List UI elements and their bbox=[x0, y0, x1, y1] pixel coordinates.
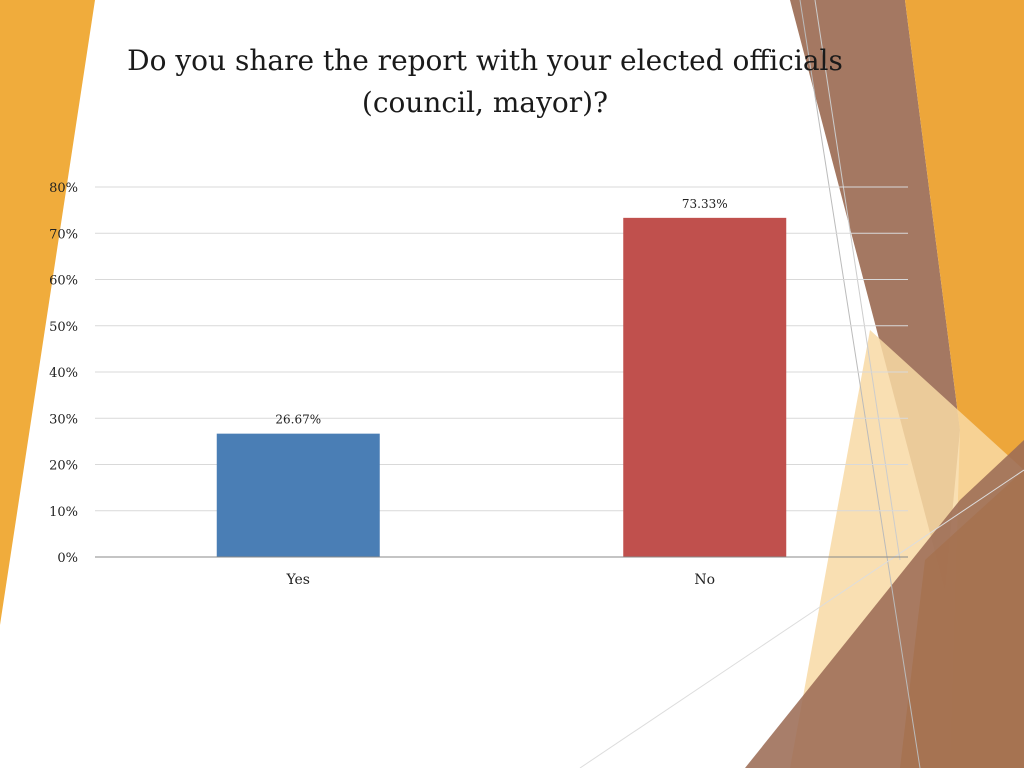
bar-yes bbox=[216, 433, 380, 557]
decor-line-1 bbox=[799, 0, 921, 768]
y-tick-label: 0% bbox=[57, 551, 78, 566]
decor-line-2 bbox=[579, 469, 1024, 768]
y-tick-label: 50% bbox=[49, 320, 78, 335]
y-tick-label: 40% bbox=[49, 366, 78, 381]
y-axis: 0% 10% 20% 30% 40% 50% 60% 70% 80% bbox=[49, 181, 78, 566]
data-label: 26.67% bbox=[275, 413, 321, 427]
y-tick-label: 20% bbox=[49, 459, 78, 474]
chart-title: Do you share the report with your electe… bbox=[127, 44, 843, 119]
data-label: 73.33% bbox=[682, 197, 728, 211]
bottom-brown-shape bbox=[745, 440, 1024, 768]
x-category-label: No bbox=[694, 572, 715, 588]
left-orange-shape bbox=[0, 0, 95, 625]
bar-no bbox=[623, 217, 787, 557]
bars: 26.67% 73.33% bbox=[216, 197, 787, 557]
y-tick-label: 80% bbox=[49, 181, 78, 196]
y-tick-label: 70% bbox=[49, 227, 78, 242]
x-axis: Yes No bbox=[95, 556, 908, 588]
y-tick-label: 60% bbox=[49, 274, 78, 289]
y-tick-label: 10% bbox=[49, 505, 78, 520]
y-tick-label: 30% bbox=[49, 412, 78, 427]
x-category-label: Yes bbox=[286, 572, 311, 588]
